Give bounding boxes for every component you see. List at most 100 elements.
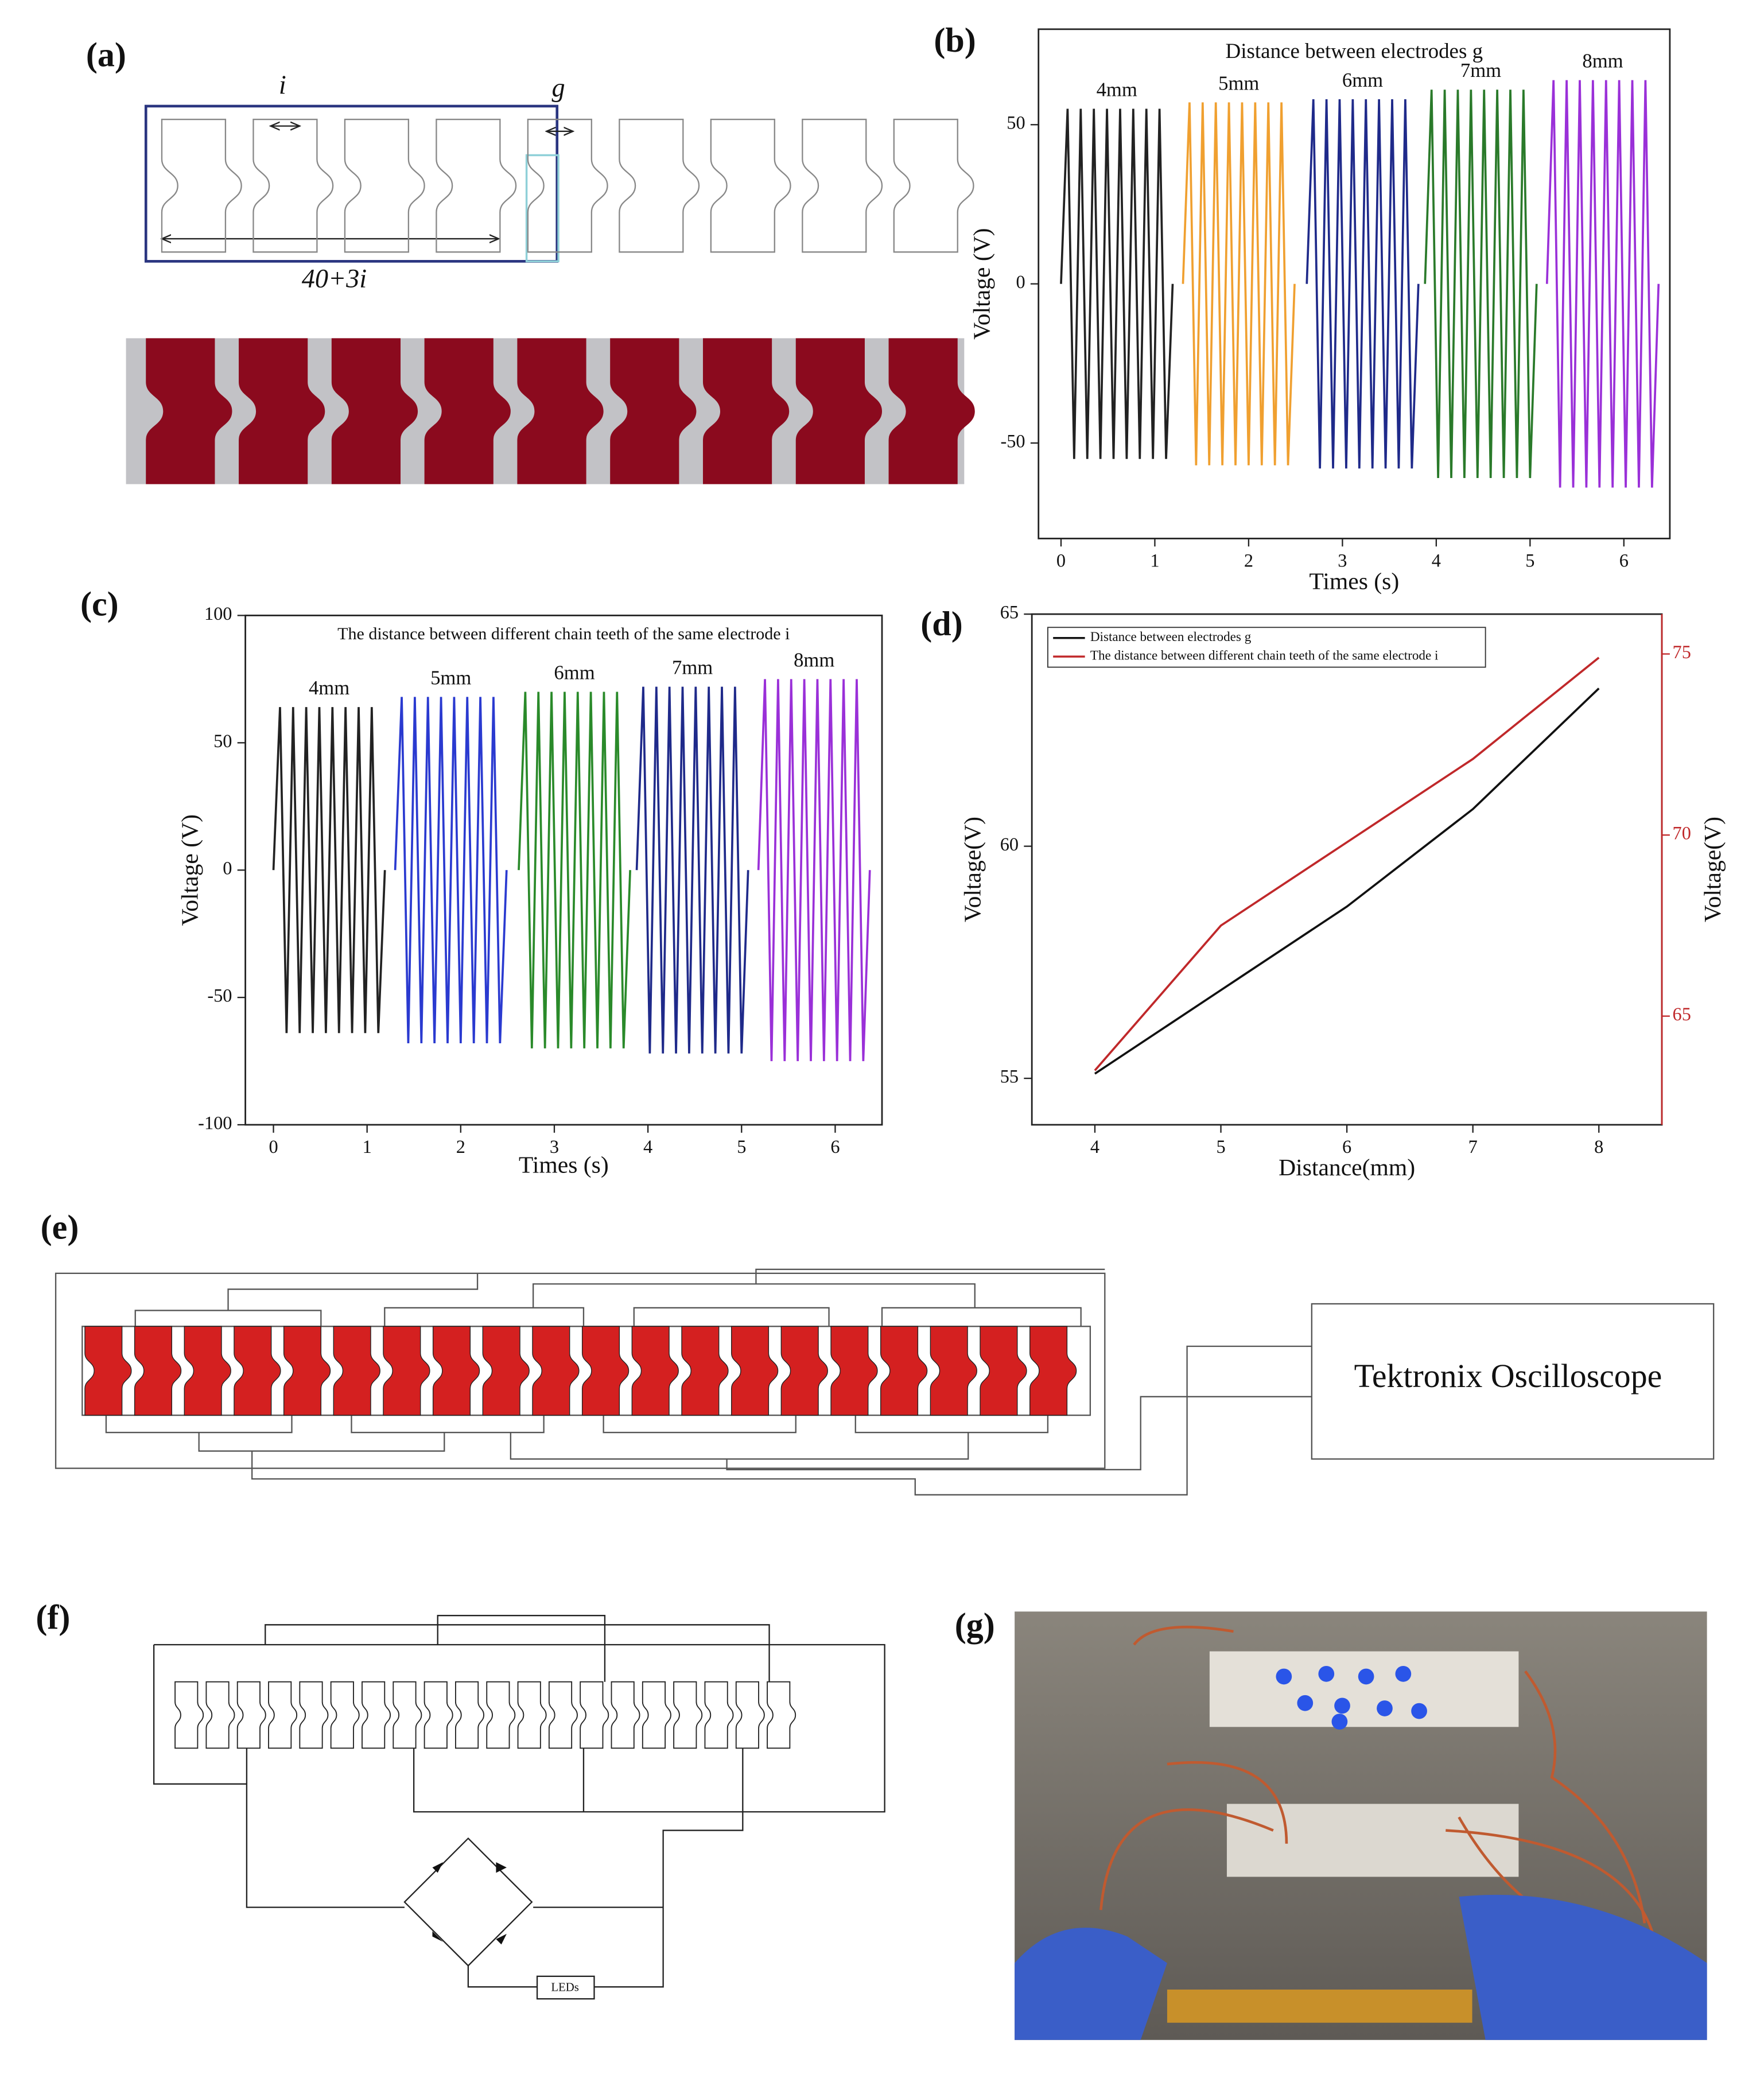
zipper-outline — [527, 118, 608, 253]
series-line — [272, 707, 386, 1034]
series-line — [1094, 687, 1600, 1075]
load-label: LEDs — [551, 1980, 579, 1994]
series-line — [394, 697, 508, 1044]
zipper-electrode — [432, 1326, 480, 1416]
series-line — [1094, 657, 1600, 1071]
zipper-outline — [268, 1681, 298, 1749]
zipper-electrode — [795, 338, 882, 484]
x-axis-label: Times (s) — [519, 1151, 609, 1178]
series-label: 6mm — [1342, 69, 1383, 91]
x-tick-label: 8 — [1594, 1136, 1603, 1157]
zipper-outline — [580, 1681, 609, 1749]
series-label: 5mm — [1218, 72, 1259, 94]
x-axis-label: Distance(mm) — [1279, 1154, 1415, 1181]
zipper-electrode — [424, 338, 511, 484]
zipper-electrode — [1029, 1326, 1077, 1416]
x-axis-label: Times (s) — [1309, 568, 1399, 595]
y-tick-label: -50 — [1000, 430, 1025, 451]
zipper-electrode — [631, 1326, 679, 1416]
zipper-electrode — [731, 1326, 779, 1416]
breadboard — [1209, 1651, 1519, 1727]
zipper-outline — [174, 1681, 204, 1749]
gloves — [1015, 1894, 1707, 2040]
zipper-outline — [205, 1681, 235, 1749]
zipper-electrode — [239, 338, 325, 484]
wires — [105, 1268, 1312, 1495]
zipper-electrode — [830, 1326, 878, 1416]
x-tick-label: 5 — [737, 1136, 746, 1157]
zipper-electrode — [333, 1326, 380, 1416]
zipper-outline — [436, 118, 517, 253]
x-tick-label: 4 — [1432, 550, 1441, 570]
x-tick-label: 5 — [1216, 1136, 1225, 1157]
wire-frame — [55, 1272, 1106, 1469]
y2-tick-label: 70 — [1673, 823, 1691, 844]
zipper-electrode — [184, 1326, 231, 1416]
panel-label: (b) — [934, 21, 976, 59]
y-tick-label: 65 — [1000, 602, 1019, 623]
circuit-wires — [153, 1615, 885, 1988]
zipper-electrode — [702, 338, 790, 484]
electrode-frame — [144, 104, 559, 263]
y-tick-label: 50 — [1007, 112, 1025, 133]
zipper-outline — [454, 1681, 484, 1749]
x-tick-label: 6 — [830, 1136, 840, 1157]
zipper-outline — [362, 1681, 391, 1749]
series-label: 4mm — [309, 677, 349, 699]
zipper-electrode — [283, 1326, 331, 1416]
diodes — [432, 1862, 507, 1945]
series-line — [1305, 99, 1420, 469]
instrument-label: Tektronix Oscilloscope — [1354, 1358, 1662, 1394]
panel-label: (f) — [36, 1598, 70, 1636]
zipper-electrode — [383, 1326, 430, 1416]
y-tick-label: -100 — [198, 1112, 232, 1133]
series-line — [1060, 108, 1174, 459]
y2-tick-label: 75 — [1673, 642, 1691, 662]
series-line — [518, 692, 631, 1048]
y-tick-label: 0 — [1016, 271, 1025, 292]
zipper-outline — [344, 118, 425, 253]
zipper-outline — [548, 1681, 578, 1749]
oscilloscope-box — [1311, 1303, 1715, 1460]
zipper-electrode — [234, 1326, 281, 1416]
legend-box — [1047, 627, 1486, 668]
zipper-outline — [673, 1681, 703, 1749]
leds — [1276, 1665, 1427, 1730]
y2-tick-label: 65 — [1673, 1004, 1691, 1024]
zipper-outline — [802, 118, 883, 253]
led-box — [536, 1975, 595, 2000]
series-line — [1545, 80, 1660, 488]
zipper-outline — [299, 1681, 329, 1749]
y-tick-label: -50 — [207, 985, 232, 1006]
zipper-electrode — [331, 338, 418, 484]
y-tick-label: 60 — [1000, 834, 1019, 854]
zipper-outline — [642, 1681, 671, 1749]
x-tick-label: 0 — [269, 1136, 278, 1157]
x-tick-label: 1 — [363, 1136, 372, 1157]
zipper-outline — [161, 118, 242, 253]
zipper-electrode — [134, 1326, 182, 1416]
zipper-electrode — [681, 1326, 729, 1416]
gap-frame — [525, 154, 559, 263]
y-axis-label: Voltage(V) — [959, 817, 986, 922]
series-label: 8mm — [794, 649, 834, 671]
y-tick-label: 50 — [213, 731, 232, 751]
zipper-outline — [236, 1681, 266, 1749]
zipper-outline — [710, 118, 791, 253]
zipper-electrode — [146, 338, 232, 484]
zipper-outline — [517, 1681, 547, 1749]
x-tick-label: 6 — [1619, 550, 1629, 570]
zipper-electrode — [482, 1326, 530, 1416]
series-line — [635, 686, 749, 1054]
zipper-outline — [393, 1681, 422, 1749]
zipper-outline — [486, 1681, 516, 1749]
panel-label: (d) — [920, 604, 962, 643]
zipper-electrode — [84, 1326, 132, 1416]
zipper-electrode — [532, 1326, 580, 1416]
panel-label: (a) — [86, 36, 126, 74]
y-tick-label: 0 — [223, 858, 232, 879]
y-tick-label: 55 — [1000, 1066, 1019, 1087]
legend-label: Distance between electrodes g — [1090, 629, 1252, 644]
